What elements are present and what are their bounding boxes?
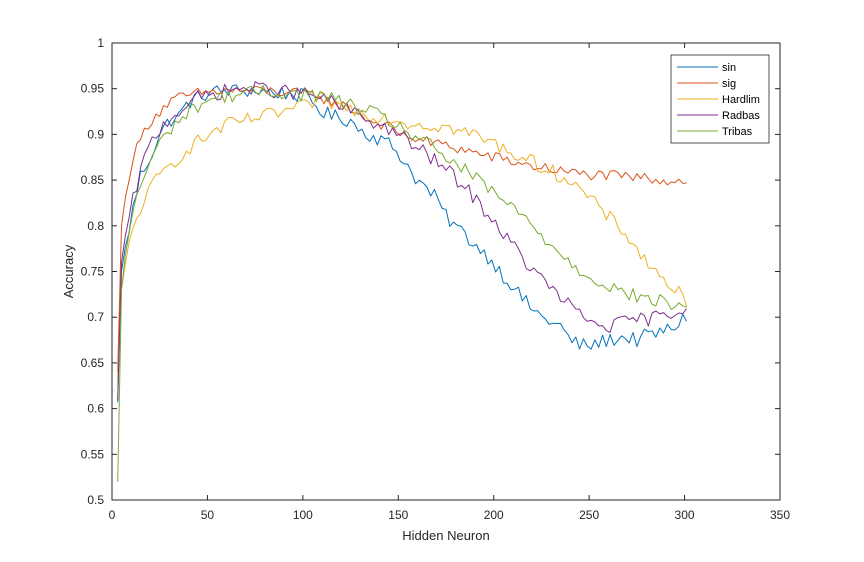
- y-axis-title: Accuracy: [61, 244, 76, 298]
- series-line-sin: [117, 84, 687, 403]
- y-tick-label: 0.7: [87, 310, 104, 324]
- y-tick-label: 0.8: [87, 219, 104, 233]
- y-tick-label: 0.5: [87, 493, 104, 507]
- x-tick-label: 50: [201, 508, 215, 522]
- y-tick-label: 0.85: [81, 173, 105, 187]
- legend-label-hardlim: Hardlim: [722, 94, 760, 106]
- plot-area: [112, 43, 780, 500]
- x-axis-ticks: 0 50 100 150 200 250 300 350: [109, 43, 790, 522]
- x-tick-label: 100: [293, 508, 313, 522]
- y-tick-label: 0.55: [81, 447, 105, 461]
- legend-label-radbas: Radbas: [722, 110, 760, 122]
- x-tick-label: 150: [388, 508, 408, 522]
- series-line-hardlim: [117, 92, 687, 382]
- series-line-tribas: [117, 84, 687, 482]
- x-axis-title: Hidden Neuron: [402, 528, 489, 543]
- x-tick-label: 300: [675, 508, 695, 522]
- y-tick-label: 0.9: [87, 127, 104, 141]
- y-tick-label: 0.75: [81, 265, 105, 279]
- legend-label-sig: sig: [722, 78, 736, 90]
- x-tick-label: 200: [484, 508, 504, 522]
- x-tick-label: 0: [109, 508, 116, 522]
- legend: sin sig Hardlim Radbas Tribas: [670, 54, 770, 144]
- x-tick-label: 350: [770, 508, 790, 522]
- y-axis-ticks: 0.5 0.55 0.6 0.65 0.7 0.75 0.8 0.85 0.9 0.95 1: [81, 36, 780, 507]
- y-tick-label: 0.6: [87, 402, 104, 416]
- y-tick-label: 0.65: [81, 356, 105, 370]
- x-tick-label: 250: [579, 508, 599, 522]
- series-line-radbas: [117, 81, 687, 400]
- series-group: [117, 81, 687, 482]
- legend-label-tribas: Tribas: [722, 126, 753, 138]
- y-tick-label: 1: [97, 36, 104, 50]
- y-tick-label: 0.95: [81, 82, 105, 96]
- legend-label-sin: sin: [722, 62, 736, 74]
